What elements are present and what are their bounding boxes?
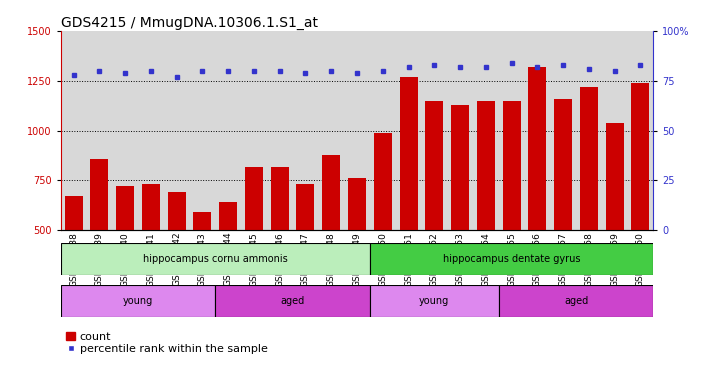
- Bar: [528, 67, 546, 230]
- Bar: [138, 31, 164, 230]
- Bar: [142, 184, 160, 230]
- Bar: [370, 285, 498, 317]
- Bar: [498, 31, 525, 230]
- Bar: [525, 31, 550, 230]
- Bar: [164, 31, 189, 230]
- Bar: [426, 101, 443, 230]
- Bar: [193, 212, 211, 230]
- Bar: [271, 167, 288, 230]
- Bar: [168, 192, 186, 230]
- Bar: [293, 31, 318, 230]
- Bar: [322, 154, 341, 230]
- Bar: [216, 31, 241, 230]
- Bar: [400, 77, 418, 230]
- Bar: [576, 31, 602, 230]
- Bar: [90, 159, 109, 230]
- Bar: [61, 243, 370, 275]
- Bar: [241, 31, 267, 230]
- Bar: [348, 179, 366, 230]
- Bar: [296, 184, 314, 230]
- Bar: [318, 31, 344, 230]
- Bar: [245, 167, 263, 230]
- Bar: [477, 101, 495, 230]
- Legend: count, percentile rank within the sample: count, percentile rank within the sample: [66, 332, 268, 354]
- Bar: [580, 87, 598, 230]
- Bar: [473, 31, 498, 230]
- Bar: [628, 31, 653, 230]
- Text: hippocampus dentate gyrus: hippocampus dentate gyrus: [443, 254, 580, 264]
- Bar: [61, 285, 216, 317]
- Bar: [554, 99, 572, 230]
- Bar: [267, 31, 293, 230]
- Bar: [631, 83, 650, 230]
- Bar: [602, 31, 628, 230]
- Bar: [447, 31, 473, 230]
- Bar: [86, 31, 112, 230]
- Bar: [451, 104, 469, 230]
- Bar: [116, 187, 134, 230]
- Bar: [344, 31, 370, 230]
- Text: aged: aged: [564, 296, 588, 306]
- Text: GDS4215 / MmugDNA.10306.1.S1_at: GDS4215 / MmugDNA.10306.1.S1_at: [61, 16, 318, 30]
- Bar: [189, 31, 216, 230]
- Bar: [605, 122, 623, 230]
- Bar: [550, 31, 576, 230]
- Text: hippocampus cornu ammonis: hippocampus cornu ammonis: [143, 254, 288, 264]
- Bar: [503, 101, 521, 230]
- Text: young: young: [419, 296, 449, 306]
- Bar: [498, 285, 653, 317]
- Bar: [421, 31, 447, 230]
- Bar: [216, 285, 370, 317]
- Bar: [61, 31, 86, 230]
- Text: aged: aged: [281, 296, 305, 306]
- Bar: [219, 202, 237, 230]
- Bar: [373, 132, 392, 230]
- Bar: [64, 197, 83, 230]
- Bar: [112, 31, 138, 230]
- Bar: [370, 31, 396, 230]
- Bar: [370, 243, 653, 275]
- Bar: [396, 31, 421, 230]
- Text: young: young: [123, 296, 153, 306]
